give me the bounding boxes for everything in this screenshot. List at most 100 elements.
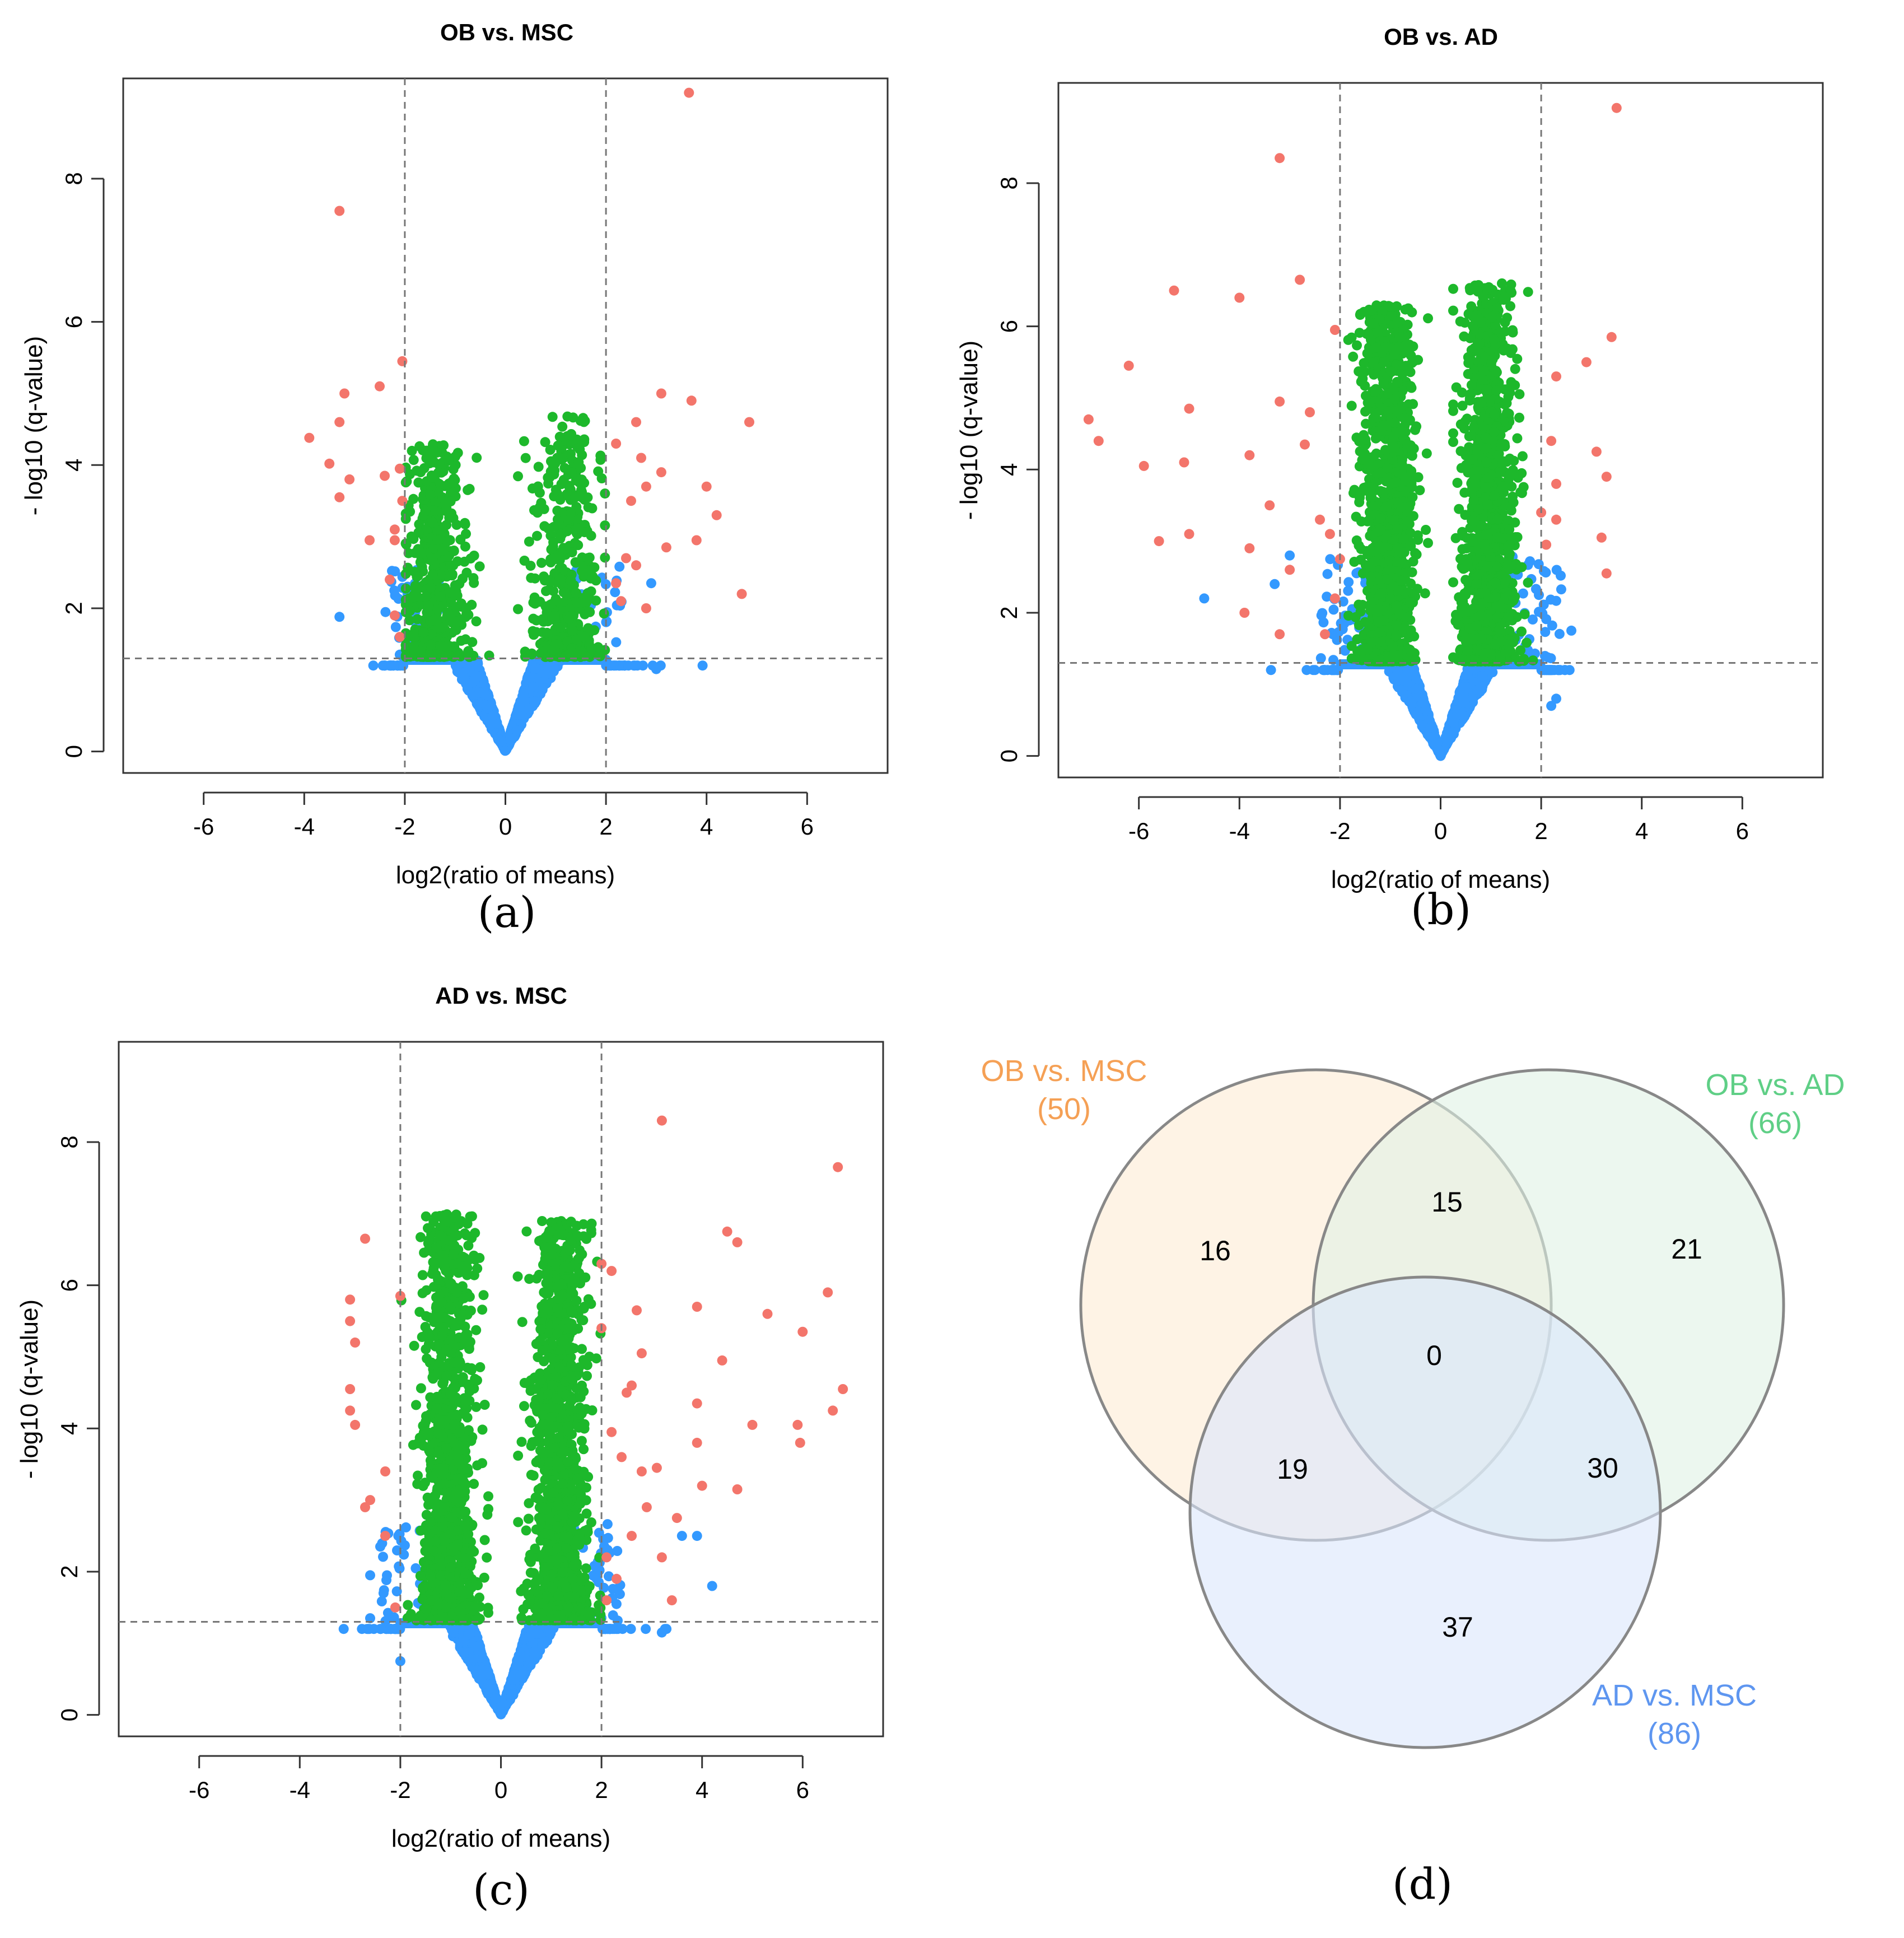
point-significant-fc <box>394 632 405 642</box>
point-significant-q <box>405 605 416 616</box>
plot-title: OB vs. AD <box>1384 24 1498 50</box>
point-not-significant <box>651 664 661 674</box>
point-significant-q <box>416 467 426 477</box>
point-significant-fc <box>701 481 712 492</box>
point-not-significant <box>528 681 539 692</box>
point-significant-q <box>574 442 585 453</box>
point-significant-q <box>596 473 607 483</box>
point-significant-q <box>445 560 456 570</box>
y-tick-label: 2 <box>996 606 1022 619</box>
point-significant-q <box>400 509 411 519</box>
point-significant-q <box>576 474 587 485</box>
y-tick-label: 4 <box>996 463 1022 476</box>
points <box>1083 103 1622 761</box>
point-significant-q <box>567 467 577 477</box>
point-significant-q <box>435 641 445 651</box>
point-significant-q <box>566 508 576 518</box>
point-significant-q <box>576 485 586 495</box>
point-significant-q <box>563 614 574 625</box>
point-not-significant <box>514 702 524 713</box>
point-significant-q <box>409 628 420 639</box>
panel-caption-b: (b) <box>1411 884 1471 934</box>
point-significant-q <box>474 561 485 572</box>
point-significant-q <box>550 484 561 495</box>
point-significant-fc <box>389 535 400 546</box>
point-significant-fc <box>656 467 666 478</box>
x-tick-label: 4 <box>1635 818 1648 844</box>
point-significant-q <box>461 567 472 578</box>
point-significant-q <box>400 651 411 662</box>
point-significant-fc <box>339 388 350 399</box>
point-significant-q <box>549 610 560 621</box>
point-significant-q <box>467 637 478 647</box>
point-significant-q <box>567 626 578 636</box>
point-not-significant <box>491 718 501 729</box>
point-significant-q <box>534 487 545 498</box>
point-significant-q <box>447 478 458 488</box>
point-not-significant <box>334 612 345 622</box>
point-not-significant <box>389 660 399 671</box>
point-significant-q <box>532 530 542 541</box>
point-significant-fc <box>641 481 651 492</box>
point-significant-q <box>435 569 446 580</box>
point-significant-fc <box>621 553 631 563</box>
point-significant-q <box>540 437 550 448</box>
point-significant-q <box>451 625 461 635</box>
y-tick-label: 2 <box>60 602 87 614</box>
point-significant-fc <box>385 574 395 585</box>
point-significant-q <box>428 505 438 516</box>
point-significant-q <box>460 518 470 528</box>
point-not-significant <box>541 669 552 679</box>
point-significant-q <box>404 615 415 626</box>
point-not-significant <box>611 637 622 647</box>
point-significant-fc <box>636 453 646 463</box>
y-tick-label: 0 <box>996 749 1022 762</box>
point-significant-q <box>427 554 438 565</box>
point-significant-fc <box>344 474 355 484</box>
point-not-significant <box>638 660 648 671</box>
point-significant-q <box>557 421 568 432</box>
point-significant-q <box>427 517 438 528</box>
y-axis-label: - log10 (q-value) <box>955 341 983 520</box>
point-significant-q <box>413 583 424 594</box>
point-significant-q <box>468 573 479 584</box>
y-tick-label: 4 <box>60 459 87 472</box>
point-significant-q <box>437 492 448 502</box>
point-significant-q <box>539 571 549 582</box>
point-significant-q <box>547 412 558 422</box>
point-not-significant <box>489 710 500 720</box>
point-significant-q <box>420 506 431 516</box>
point-significant-q <box>443 453 454 464</box>
point-significant-q <box>587 503 598 514</box>
point-not-significant <box>610 587 620 598</box>
point-significant-fc <box>397 496 408 506</box>
point-significant-q <box>519 436 529 446</box>
point-significant-q <box>552 639 562 650</box>
point-significant-q <box>582 553 593 563</box>
point-significant-fc <box>380 470 390 481</box>
point-significant-q <box>545 599 556 610</box>
point-significant-q <box>586 643 597 653</box>
point-significant-fc <box>631 417 641 427</box>
point-significant-fc <box>684 87 694 98</box>
x-tick-label: -6 <box>1128 818 1149 844</box>
point-not-significant <box>474 687 484 698</box>
point-significant-q <box>413 544 423 555</box>
point-significant-q <box>560 544 570 555</box>
point-significant-q <box>428 543 439 553</box>
point-significant-q <box>548 461 558 471</box>
point-not-significant <box>518 688 529 699</box>
point-significant-fc <box>389 524 400 535</box>
point-not-significant <box>380 607 391 617</box>
point-significant-q <box>432 535 443 546</box>
point-significant-fc <box>661 542 671 553</box>
point-significant-q <box>432 604 443 615</box>
point-significant-q <box>545 445 556 455</box>
point-significant-q <box>543 523 554 534</box>
point-significant-q <box>558 598 568 608</box>
point-significant-q <box>445 587 455 598</box>
point-significant-q <box>586 530 596 541</box>
point-significant-q <box>437 546 448 556</box>
point-significant-fc <box>686 395 697 406</box>
